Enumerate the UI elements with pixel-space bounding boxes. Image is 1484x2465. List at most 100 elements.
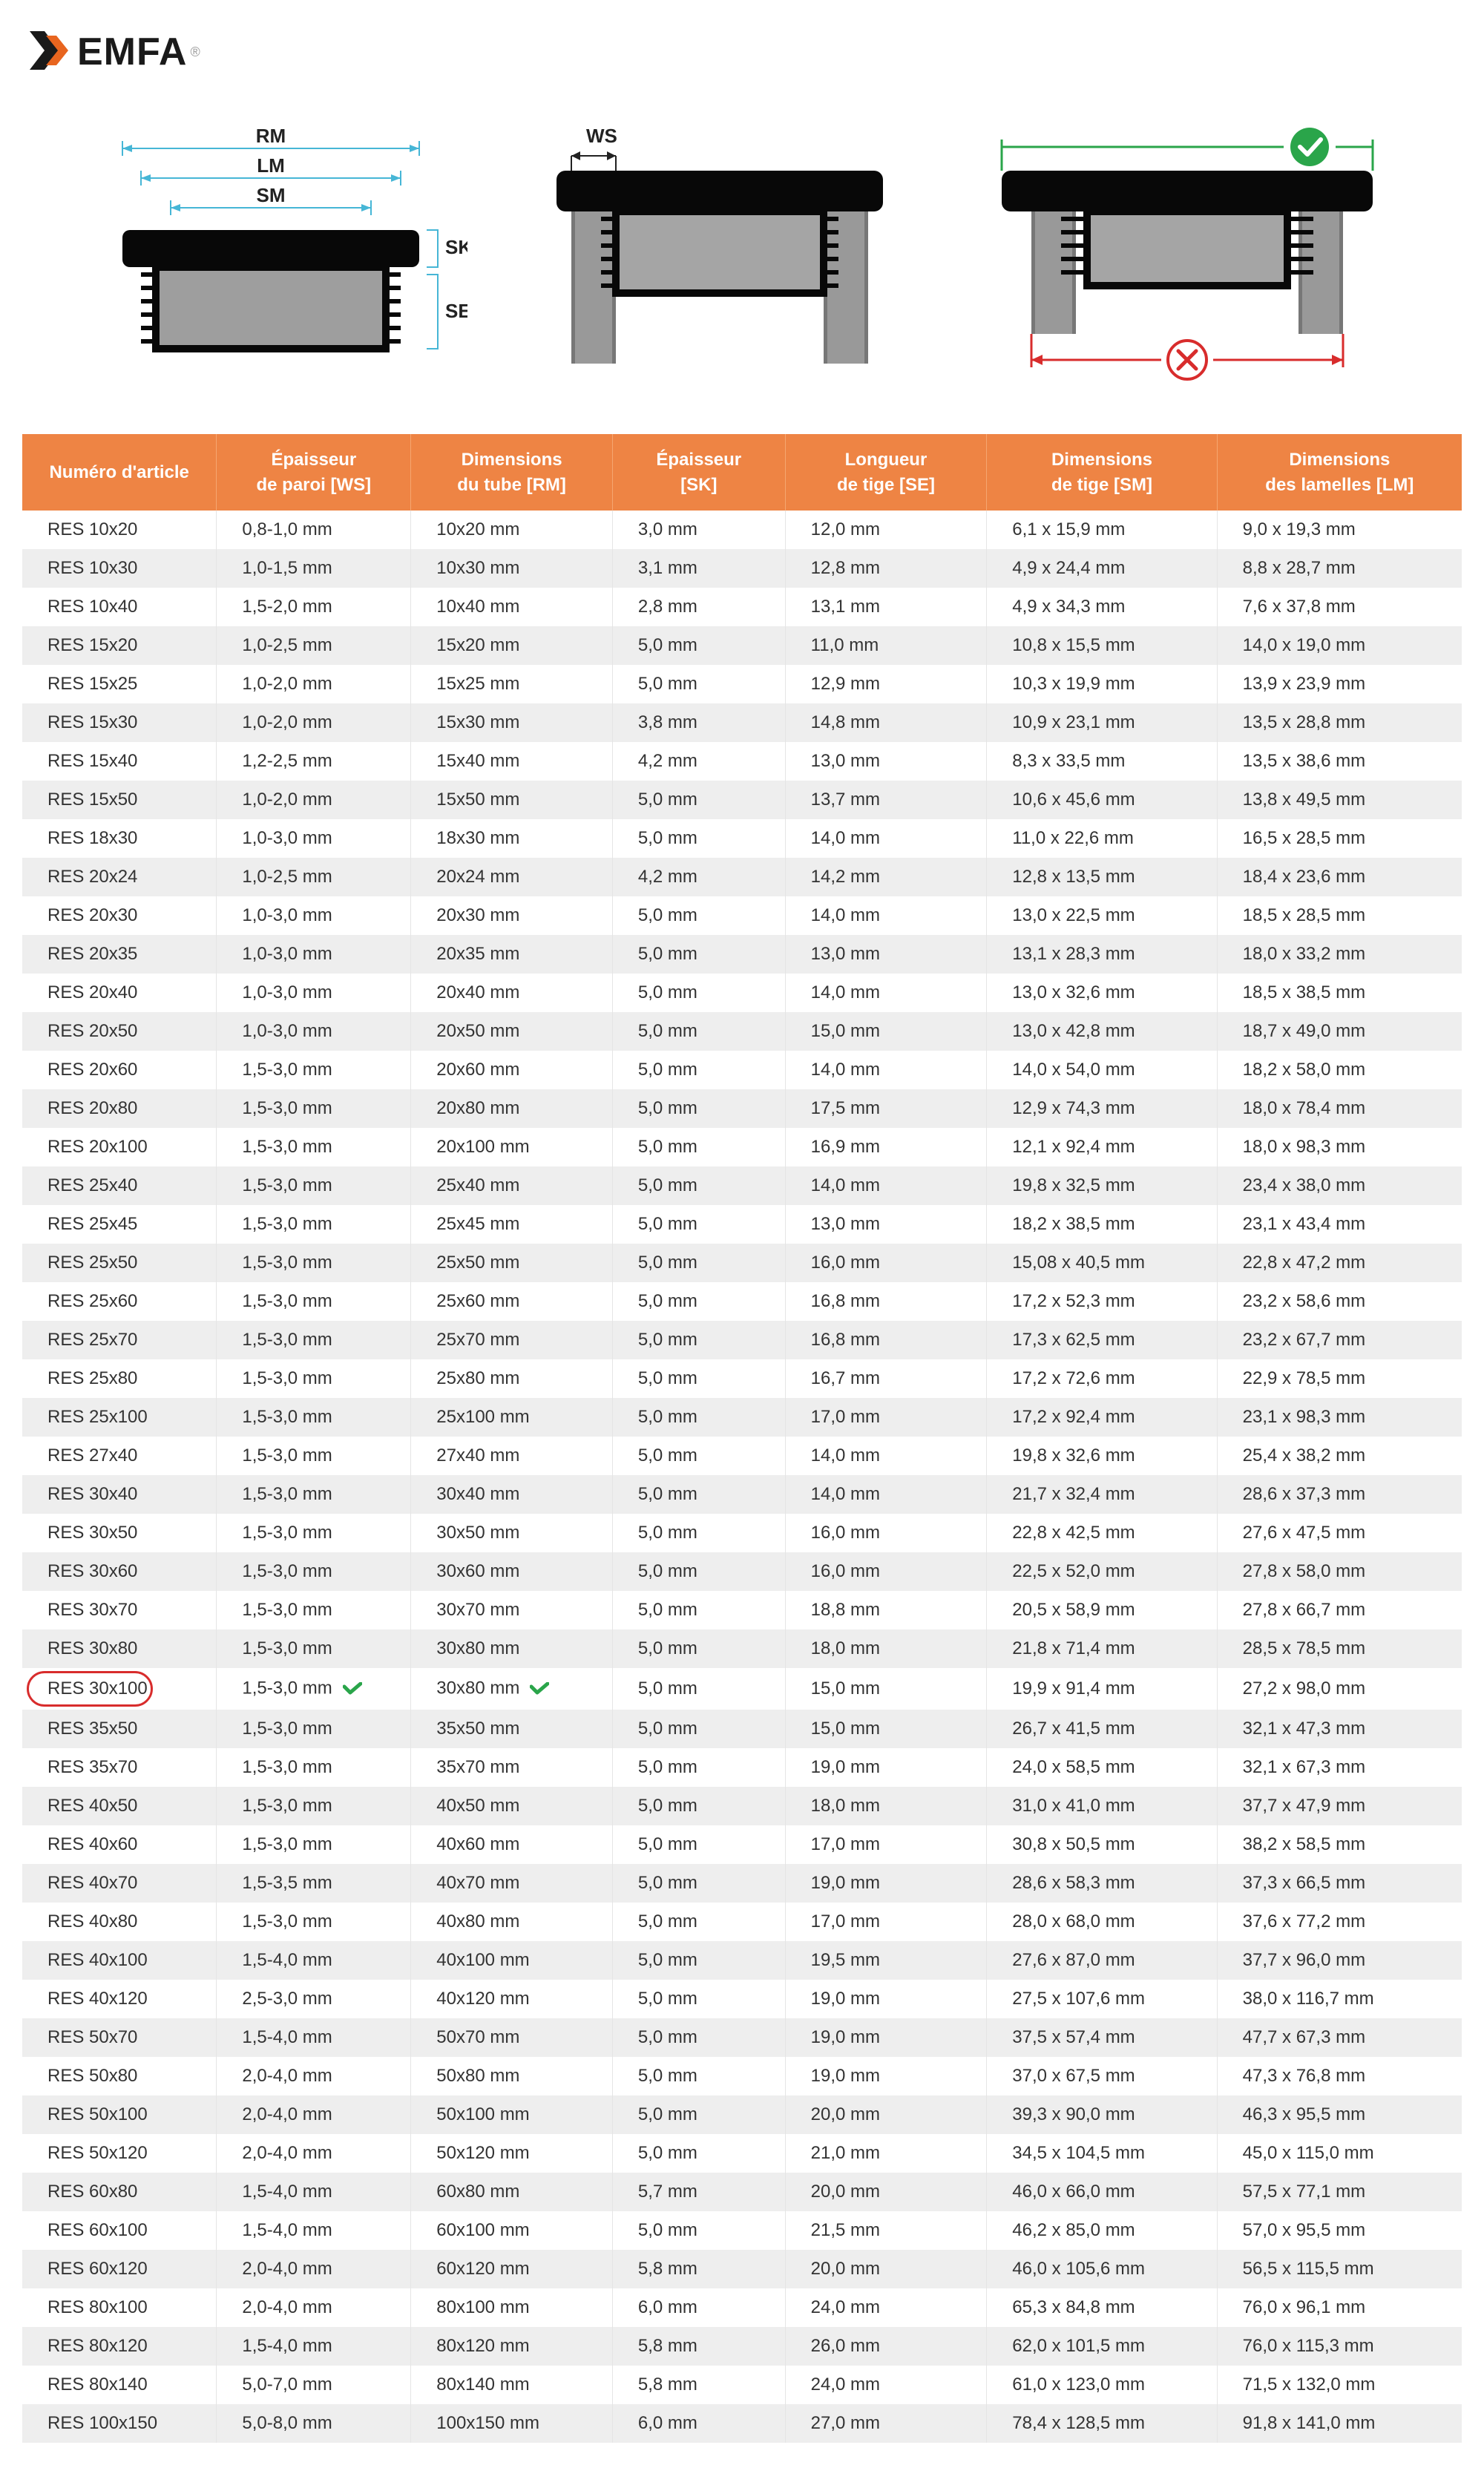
table-cell: RES 18x30 [22,819,217,858]
table-cell: 12,9 x 74,3 mm [987,1089,1217,1128]
table-cell: 7,6 x 37,8 mm [1217,588,1462,626]
header-rm: Dimensionsdu tube [RM] [411,434,613,511]
table-row: RES 10x301,0-1,5 mm10x30 mm3,1 mm12,8 mm… [22,549,1462,588]
diagram-label-sk: SK [445,236,467,258]
table-row: RES 50x802,0-4,0 mm50x80 mm5,0 mm19,0 mm… [22,2057,1462,2095]
table-cell: 15,0 mm [785,1668,987,1710]
table-cell: 1,5-2,0 mm [217,588,411,626]
table-cell: 5,0 mm [612,1437,785,1475]
table-row: RES 25x701,5-3,0 mm25x70 mm5,0 mm16,8 mm… [22,1321,1462,1359]
table-cell: 5,0 mm [612,1012,785,1051]
table-cell: 1,0-2,5 mm [217,626,411,665]
table-cell: 16,0 mm [785,1552,987,1591]
table-cell: RES 35x50 [22,1710,217,1748]
table-cell: 17,0 mm [785,1903,987,1941]
table-cell: 18,5 x 38,5 mm [1217,974,1462,1012]
table-cell: 1,0-3,0 mm [217,935,411,974]
header-sm: Dimensionsde tige [SM] [987,434,1217,511]
table-cell: 20,0 mm [785,2095,987,2134]
table-row: RES 100x1505,0-8,0 mm100x150 mm6,0 mm27,… [22,2404,1462,2443]
table-row: RES 20x401,0-3,0 mm20x40 mm5,0 mm14,0 mm… [22,974,1462,1012]
table-cell: 20,5 x 58,9 mm [987,1591,1217,1629]
table-cell: 1,5-3,0 mm [217,1710,411,1748]
table-cell: RES 30x100 [22,1668,217,1710]
table-cell: 50x70 mm [411,2018,613,2057]
table-row: RES 50x1002,0-4,0 mm50x100 mm5,0 mm20,0 … [22,2095,1462,2134]
table-header-row: Numéro d'article Épaisseurde paroi [WS] … [22,434,1462,511]
table-cell: RES 20x24 [22,858,217,896]
table-row: RES 20x1001,5-3,0 mm20x100 mm5,0 mm16,9 … [22,1128,1462,1166]
table-cell: 5,7 mm [612,2173,785,2211]
logo-arrow-icon [30,31,71,73]
table-cell: 14,0 x 54,0 mm [987,1051,1217,1089]
table-cell: 37,5 x 57,4 mm [987,2018,1217,2057]
table-cell: 46,3 x 95,5 mm [1217,2095,1462,2134]
table-row: RES 20x301,0-3,0 mm20x30 mm5,0 mm14,0 mm… [22,896,1462,935]
table-cell: 80x140 mm [411,2366,613,2404]
table-cell: 14,0 mm [785,1437,987,1475]
table-cell: 30x50 mm [411,1514,613,1552]
table-row: RES 25x401,5-3,0 mm25x40 mm5,0 mm14,0 mm… [22,1166,1462,1205]
table-cell: 1,5-3,0 mm [217,1552,411,1591]
table-cell: RES 40x100 [22,1941,217,1980]
table-cell: 22,8 x 42,5 mm [987,1514,1217,1552]
table-cell: 18,0 mm [785,1787,987,1825]
table-cell: RES 40x50 [22,1787,217,1825]
table-cell: 25x80 mm [411,1359,613,1398]
table-cell: RES 80x100 [22,2288,217,2327]
table-row: RES 60x801,5-4,0 mm60x80 mm5,7 mm20,0 mm… [22,2173,1462,2211]
table-cell: 13,0 x 22,5 mm [987,896,1217,935]
table-cell: RES 15x30 [22,703,217,742]
specifications-table: Numéro d'article Épaisseurde paroi [WS] … [22,434,1462,2443]
table-cell: 40x80 mm [411,1903,613,1941]
table-cell: 62,0 x 101,5 mm [987,2327,1217,2366]
table-cell: 5,0 mm [612,1710,785,1748]
table-cell: 5,0 mm [612,1205,785,1244]
table-cell: 23,2 x 67,7 mm [1217,1321,1462,1359]
table-cell: 10,9 x 23,1 mm [987,703,1217,742]
table-cell: RES 10x30 [22,549,217,588]
table-cell: 1,5-3,0 mm [217,1398,411,1437]
table-cell: 10x30 mm [411,549,613,588]
table-cell: RES 20x30 [22,896,217,935]
table-cell: 1,0-3,0 mm [217,896,411,935]
table-cell: 1,5-3,0 mm [217,1282,411,1321]
table-cell: 60x120 mm [411,2250,613,2288]
table-cell: 17,2 x 52,3 mm [987,1282,1217,1321]
table-cell: 20x35 mm [411,935,613,974]
table-cell: 1,5-4,0 mm [217,2018,411,2057]
dimension-diagrams: RM LM SM [22,126,1462,397]
table-cell: 30x80 mm [411,1629,613,1668]
table-cell: RES 60x80 [22,2173,217,2211]
table-cell: 5,0 mm [612,1321,785,1359]
table-cell: 14,0 mm [785,896,987,935]
table-cell: 5,8 mm [612,2366,785,2404]
table-cell: 16,8 mm [785,1321,987,1359]
table-cell: 5,0 mm [612,1166,785,1205]
table-cell: 56,5 x 115,5 mm [1217,2250,1462,2288]
table-cell: RES 20x100 [22,1128,217,1166]
table-cell: 2,0-4,0 mm [217,2250,411,2288]
table-cell: 5,0 mm [612,2018,785,2057]
table-cell: 26,7 x 41,5 mm [987,1710,1217,1748]
table-row: RES 25x601,5-3,0 mm25x60 mm5,0 mm16,8 mm… [22,1282,1462,1321]
table-cell: 60x100 mm [411,2211,613,2250]
table-cell: RES 60x100 [22,2211,217,2250]
table-cell: 76,0 x 115,3 mm [1217,2327,1462,2366]
table-cell: RES 25x50 [22,1244,217,1282]
table-row: RES 20x601,5-3,0 mm20x60 mm5,0 mm14,0 mm… [22,1051,1462,1089]
table-row: RES 25x451,5-3,0 mm25x45 mm5,0 mm13,0 mm… [22,1205,1462,1244]
header-article: Numéro d'article [22,434,217,511]
table-cell: 18,0 x 78,4 mm [1217,1089,1462,1128]
table-cell: 5,0 mm [612,1941,785,1980]
table-cell: 50x120 mm [411,2134,613,2173]
table-cell: RES 27x40 [22,1437,217,1475]
table-cell: 15x25 mm [411,665,613,703]
table-cell: 5,0 mm [612,974,785,1012]
table-cell: 22,9 x 78,5 mm [1217,1359,1462,1398]
table-row: RES 60x1001,5-4,0 mm60x100 mm5,0 mm21,5 … [22,2211,1462,2250]
table-cell: 27,6 x 87,0 mm [987,1941,1217,1980]
table-cell: 1,0-2,5 mm [217,858,411,896]
table-row: RES 20x501,0-3,0 mm20x50 mm5,0 mm15,0 mm… [22,1012,1462,1051]
table-cell: 1,0-2,0 mm [217,703,411,742]
